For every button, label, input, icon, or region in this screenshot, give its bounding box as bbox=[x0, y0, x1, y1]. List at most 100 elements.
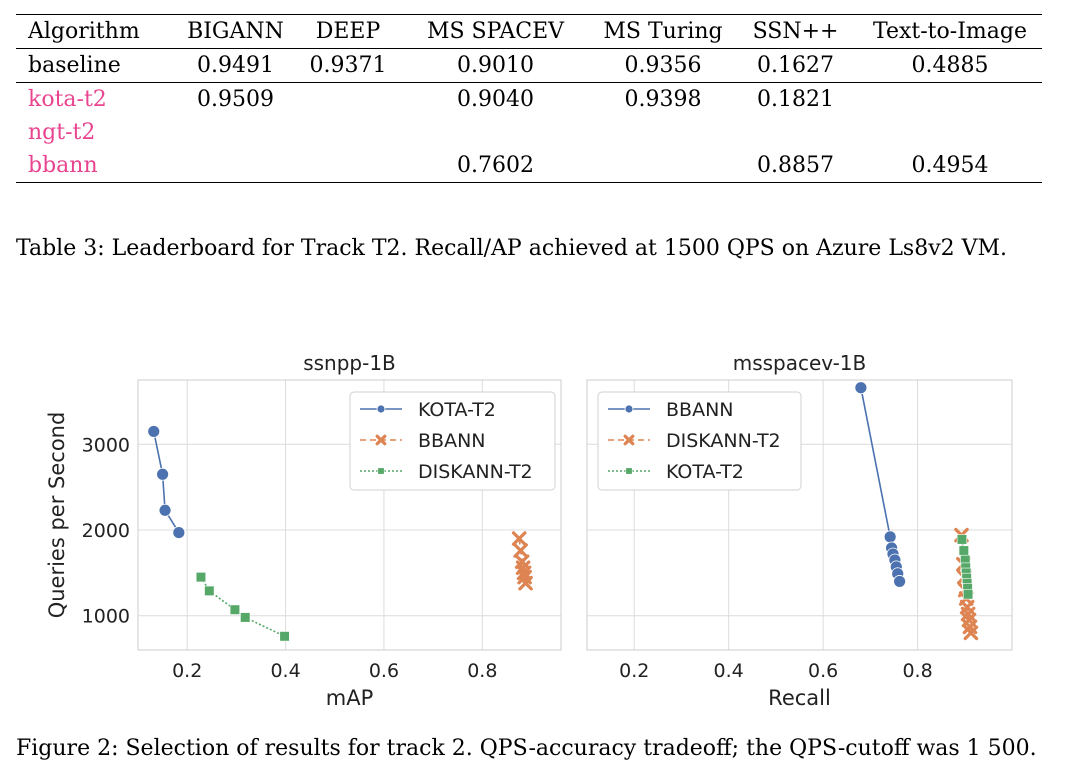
table-cell bbox=[398, 116, 593, 149]
chart-title: ssnpp-1B bbox=[303, 351, 396, 375]
plot-frame bbox=[137, 379, 562, 651]
table-cell: 0.9010 bbox=[457, 53, 534, 78]
table-cell bbox=[298, 116, 398, 149]
table-cell: 0.1821 bbox=[757, 87, 834, 112]
legend-label: BBANN bbox=[418, 430, 486, 452]
table-cell bbox=[858, 116, 1042, 149]
header-ssnpp: SSN++ bbox=[752, 19, 839, 44]
chart-legend: BBANN DISKANN-T2 KOTA-T2 bbox=[597, 391, 802, 491]
data-point bbox=[229, 604, 240, 615]
x-axis-label: Recall bbox=[768, 686, 831, 710]
x-marker-stroke bbox=[962, 619, 978, 635]
table-cell bbox=[593, 149, 733, 183]
x-tick-label: 0.4 bbox=[270, 660, 300, 682]
header-algorithm: Algorithm bbox=[28, 19, 140, 44]
x-tick-label: 0.6 bbox=[808, 660, 838, 682]
header-deep: DEEP bbox=[315, 19, 381, 44]
data-point bbox=[172, 526, 186, 539]
data-point bbox=[962, 589, 974, 600]
table-cell bbox=[298, 83, 398, 117]
data-point bbox=[511, 531, 527, 546]
y-tick-label: 3000 bbox=[82, 434, 130, 456]
x-marker-stroke bbox=[960, 606, 976, 622]
header-ms-turing: MS Turing bbox=[603, 19, 723, 44]
data-point bbox=[240, 612, 251, 623]
data-point bbox=[158, 503, 172, 517]
legend-box bbox=[349, 391, 556, 491]
x-marker-stroke bbox=[514, 554, 530, 570]
series-kota-t2 bbox=[147, 425, 186, 539]
legend-marker bbox=[377, 467, 385, 475]
legend-marker bbox=[623, 434, 635, 446]
chart-panel-2: msspacev-1B 0.2 0.4 0.6 0.8 Recall BBANN DISKAN… bbox=[586, 351, 1013, 710]
series-bbann bbox=[511, 531, 533, 591]
data-point bbox=[156, 467, 169, 481]
table-cell: 0.9356 bbox=[624, 53, 702, 78]
table-cell bbox=[593, 116, 733, 149]
table-cell: 0.8857 bbox=[757, 153, 834, 178]
x-tick-label: 0.6 bbox=[369, 660, 399, 682]
legend-label: DISKANN-T2 bbox=[418, 461, 533, 483]
qps-tradeoff-figure: ssnpp-1B 0.2 0.4 0.6 0.8 mAP 1000 2000 3000 Queri… bbox=[45, 351, 1013, 710]
data-point bbox=[195, 572, 207, 583]
x-tick-label: 0.8 bbox=[902, 660, 932, 682]
series-kota-t2 bbox=[956, 534, 974, 600]
x-marker-stroke bbox=[375, 434, 387, 446]
x-tick-label: 0.4 bbox=[714, 660, 744, 682]
table-cell: 0.9491 bbox=[197, 53, 274, 78]
chart-panel-1: ssnpp-1B 0.2 0.4 0.6 0.8 mAP 1000 2000 3000 Queri… bbox=[45, 351, 562, 710]
leaderboard-table: Algorithm BIGANN DEEP MS SPACEV MS Turin… bbox=[16, 14, 1042, 183]
series-bbann bbox=[854, 381, 907, 588]
x-marker-stroke bbox=[513, 543, 528, 558]
table-row: kota-t2 0.9509 0.9040 0.9398 0.1821 bbox=[16, 83, 1042, 117]
legend-marker bbox=[376, 404, 386, 414]
data-point bbox=[513, 543, 528, 558]
row-ngt-t2-algorithm[interactable]: ngt-t2 bbox=[28, 120, 96, 145]
x-tick-label: 0.2 bbox=[619, 660, 649, 682]
x-marker-stroke bbox=[518, 575, 533, 591]
row-kota-t2-algorithm[interactable]: kota-t2 bbox=[28, 87, 107, 112]
row-bbann-algorithm[interactable]: bbann bbox=[28, 153, 98, 178]
data-point bbox=[204, 585, 215, 596]
legend-marker bbox=[625, 467, 633, 475]
header-bigann: BIGANN bbox=[187, 19, 284, 44]
table-cell: 0.1627 bbox=[757, 53, 834, 78]
data-point bbox=[958, 545, 969, 556]
table-cell bbox=[298, 149, 398, 183]
legend-label: KOTA-T2 bbox=[666, 461, 744, 483]
x-marker-stroke bbox=[511, 531, 527, 546]
table-cell: 0.4885 bbox=[911, 53, 989, 78]
chart-legend: KOTA-T2 BBANN DISKANN-T2 bbox=[349, 391, 556, 491]
data-point bbox=[147, 425, 161, 438]
data-point bbox=[518, 575, 533, 591]
table-cell: 0.7602 bbox=[457, 153, 534, 178]
table-cell bbox=[858, 83, 1042, 117]
table-row: ngt-t2 bbox=[16, 116, 1042, 149]
legend-label: KOTA-T2 bbox=[418, 399, 496, 421]
plot-frame bbox=[586, 379, 1013, 651]
data-point bbox=[883, 530, 897, 544]
legend-marker bbox=[624, 404, 634, 414]
legend-label: DISKANN-T2 bbox=[666, 430, 781, 452]
data-point bbox=[279, 631, 290, 642]
header-text-to-image: Text-to-Image bbox=[873, 19, 1027, 44]
row-baseline-algorithm: baseline bbox=[28, 53, 121, 78]
chart-title: msspacev-1B bbox=[733, 351, 867, 375]
table-header-row: Algorithm BIGANN DEEP MS SPACEV MS Turin… bbox=[16, 14, 1042, 49]
x-axis-label: mAP bbox=[326, 686, 374, 710]
table-cell: 0.4954 bbox=[911, 153, 989, 178]
legend-box bbox=[597, 391, 802, 491]
y-tick-label: 2000 bbox=[82, 520, 130, 542]
y-axis-label: Queries per Second bbox=[45, 412, 69, 619]
header-ms-spacev: MS SPACEV bbox=[426, 19, 565, 44]
x-marker-stroke bbox=[963, 625, 979, 641]
data-point bbox=[893, 575, 907, 588]
figure-caption: Figure 2: Selection of results for track… bbox=[16, 736, 1037, 761]
table-cell bbox=[173, 149, 298, 183]
table-cell bbox=[733, 116, 858, 149]
legend-label: BBANN bbox=[666, 399, 734, 421]
legend-marker bbox=[375, 434, 387, 446]
series-line bbox=[152, 431, 180, 533]
x-tick-label: 0.2 bbox=[172, 660, 202, 682]
data-point bbox=[963, 625, 979, 641]
